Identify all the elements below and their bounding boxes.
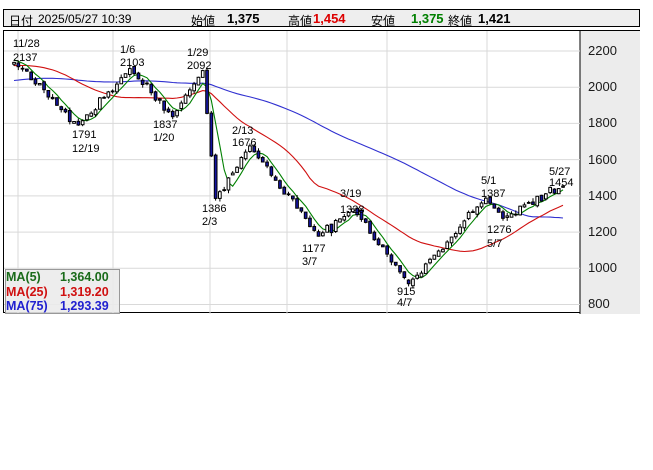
svg-text:3/19: 3/19 <box>340 188 361 200</box>
svg-text:2/13: 2/13 <box>232 125 253 137</box>
svg-text:3/7: 3/7 <box>302 256 317 268</box>
svg-text:1791: 1791 <box>72 129 96 141</box>
svg-text:5/7: 5/7 <box>487 238 502 250</box>
svg-text:1/29: 1/29 <box>187 47 208 59</box>
svg-text:1328: 1328 <box>340 204 364 216</box>
svg-text:5/1: 5/1 <box>481 175 496 187</box>
svg-text:1454: 1454 <box>549 177 573 189</box>
svg-text:1800: 1800 <box>588 115 617 130</box>
svg-text:4/7: 4/7 <box>397 297 412 309</box>
svg-text:1276: 1276 <box>487 224 511 236</box>
svg-text:1600: 1600 <box>588 152 617 167</box>
svg-text:11/28: 11/28 <box>13 38 40 50</box>
svg-text:2/3: 2/3 <box>202 216 217 228</box>
svg-text:1000: 1000 <box>588 260 617 275</box>
svg-text:1177: 1177 <box>302 243 326 255</box>
svg-text:1386: 1386 <box>202 203 226 215</box>
svg-text:1676: 1676 <box>232 137 256 149</box>
svg-text:2103: 2103 <box>120 57 144 69</box>
svg-text:2092: 2092 <box>187 60 211 72</box>
svg-text:1/20: 1/20 <box>153 132 174 144</box>
svg-text:2000: 2000 <box>588 79 617 94</box>
svg-text:1400: 1400 <box>588 188 617 203</box>
svg-text:2200: 2200 <box>588 43 617 58</box>
svg-text:2137: 2137 <box>13 52 37 64</box>
svg-text:800: 800 <box>588 296 610 311</box>
svg-text:1837: 1837 <box>153 119 177 131</box>
svg-text:1/6: 1/6 <box>120 44 135 56</box>
svg-text:12/19: 12/19 <box>72 143 100 155</box>
svg-text:1387: 1387 <box>481 188 505 200</box>
svg-text:1200: 1200 <box>588 224 617 239</box>
